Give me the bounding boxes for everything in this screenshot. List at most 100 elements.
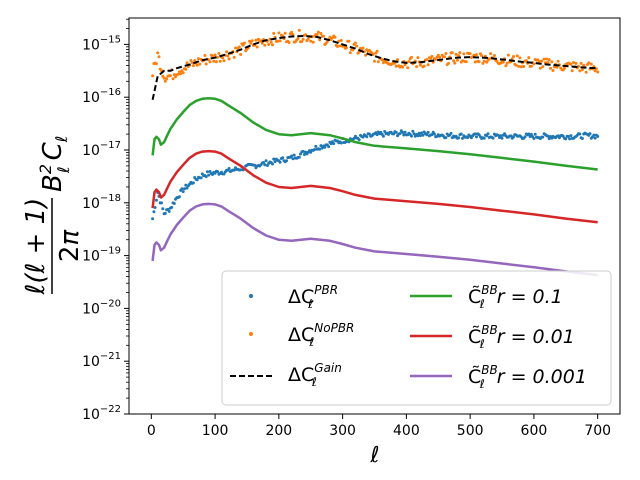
- series-1-point: [151, 74, 155, 78]
- series-1-point: [572, 61, 575, 64]
- series-0-point: [227, 167, 231, 170]
- series-1-point: [434, 57, 438, 61]
- series-0: [151, 129, 600, 221]
- series-0-point: [403, 130, 407, 134]
- series-0-point: [167, 209, 171, 213]
- series-0-point: [593, 136, 597, 140]
- series-1-point: [208, 60, 212, 64]
- series-1-point: [250, 39, 254, 43]
- series-1-point: [584, 70, 588, 74]
- series-0-point: [205, 170, 209, 174]
- series-0-point: [183, 187, 186, 191]
- series-0-point: [402, 133, 406, 137]
- series-1-point: [416, 56, 420, 60]
- series-1-point: [540, 59, 544, 63]
- series-1-point: [237, 45, 241, 49]
- series-1-point: [447, 61, 450, 65]
- series-0-point: [292, 153, 296, 157]
- series-1-point: [517, 64, 521, 68]
- series-1-point: [527, 56, 531, 60]
- series-0-point: [191, 181, 195, 185]
- series-0-point: [420, 131, 424, 135]
- x-tick-label: 200: [265, 423, 292, 439]
- x-tick-label: 300: [329, 423, 356, 439]
- series-1-point: [415, 65, 419, 69]
- series-1-point: [185, 61, 189, 65]
- series-1-point: [499, 61, 503, 65]
- series-1-point: [306, 37, 310, 41]
- series-1-point: [272, 31, 276, 35]
- y-tick-label: 10−22: [82, 404, 121, 423]
- series-1-point: [570, 69, 574, 73]
- series-1-point: [390, 62, 394, 66]
- series-0-point: [151, 217, 155, 221]
- series-1-point: [249, 41, 253, 45]
- series-1-point: [380, 58, 384, 62]
- series-1-point: [514, 63, 518, 67]
- series-0-point: [163, 211, 167, 215]
- series-1-point: [267, 43, 271, 46]
- series-0-point: [291, 157, 295, 161]
- series-1-point: [587, 61, 591, 65]
- series-1-point: [569, 62, 573, 66]
- series-0-point: [461, 136, 464, 140]
- series-1-point: [579, 61, 583, 65]
- series-0-point: [398, 132, 402, 135]
- legend-label-gain: ΔCGain ℓ: [288, 361, 342, 389]
- series-0-point: [263, 163, 267, 167]
- series-1-point: [271, 43, 274, 47]
- series-1-point: [156, 51, 160, 55]
- series-1-point: [157, 55, 161, 59]
- series-1-point: [197, 57, 200, 61]
- series-0-point: [153, 206, 157, 209]
- series-1-point: [472, 53, 476, 57]
- series-1-point: [353, 41, 357, 45]
- series-0-point: [444, 136, 448, 140]
- series-1-point: [443, 55, 447, 59]
- series-1-point: [563, 66, 566, 70]
- legend-label-r0001: C̃BB ℓ r = 0.001: [468, 363, 587, 391]
- legend-box: [221, 270, 612, 406]
- series-0-point: [475, 135, 478, 139]
- series-1-point: [278, 39, 282, 43]
- series-0-point: [509, 134, 513, 138]
- series-1-point: [239, 53, 243, 56]
- series-0-point: [181, 190, 185, 194]
- series-4-line: [151, 149, 598, 224]
- series-1-point: [452, 59, 456, 63]
- series-1-point: [522, 65, 526, 68]
- legend-label-r01: C̃BB ℓ r = 0.1: [468, 283, 563, 311]
- series-1-point: [453, 61, 457, 65]
- series-0-point: [496, 133, 500, 137]
- series-1-point: [190, 61, 194, 64]
- series-1-point: [482, 59, 486, 63]
- series-1-point: [532, 62, 536, 66]
- series-1-point: [311, 40, 315, 44]
- series-1-point: [263, 43, 267, 47]
- series-1-point: [426, 63, 430, 67]
- series-1-point: [336, 45, 339, 48]
- series-1-point: [376, 60, 380, 64]
- series-0-point: [285, 159, 288, 163]
- series-0-point: [184, 183, 188, 187]
- series-1-point: [550, 60, 554, 64]
- series-1-point: [450, 51, 454, 55]
- legend-marker-pbr: [249, 294, 253, 298]
- series-1-point: [203, 54, 207, 57]
- series-1-point: [504, 64, 508, 68]
- series-1-point: [222, 59, 226, 63]
- series-5-line: [151, 202, 598, 277]
- y-tick-label: 10−20: [82, 298, 121, 317]
- series-5: [151, 202, 598, 277]
- series-0-point: [527, 132, 531, 136]
- series-1-point: [373, 59, 376, 63]
- series-1-point: [221, 56, 225, 60]
- series-4: [151, 149, 598, 224]
- series-1-point: [226, 54, 230, 58]
- series-1-point: [422, 64, 426, 68]
- series-1-point: [593, 69, 597, 73]
- series-1-point: [475, 53, 478, 57]
- series-1-point: [309, 39, 313, 43]
- series-1-point: [594, 67, 598, 71]
